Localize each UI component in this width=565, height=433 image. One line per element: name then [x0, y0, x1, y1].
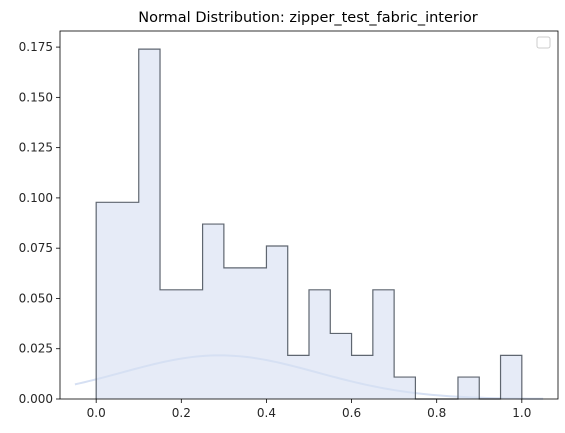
- y-tick-label: 0.000: [19, 392, 53, 406]
- y-tick-label: 0.075: [19, 241, 53, 255]
- y-tick-label: 0.125: [19, 141, 53, 155]
- histogram-fill: [96, 49, 522, 400]
- x-tick-label: 0.6: [342, 406, 361, 420]
- y-tick-label: 0.175: [19, 40, 53, 54]
- x-tick-label: 0.8: [427, 406, 446, 420]
- legend-box: [536, 36, 551, 49]
- chart-title: Normal Distribution: zipper_test_fabric_…: [138, 10, 478, 26]
- x-tick-label: 0.0: [87, 406, 106, 420]
- x-axis: 0.0 0.2 0.4 0.6 0.8 1.0: [87, 399, 531, 420]
- y-tick-label: 0.150: [19, 90, 53, 104]
- y-tick-label: 0.025: [19, 342, 53, 356]
- plot-marks: [74, 48, 544, 400]
- y-axis: 0.000 0.025 0.050 0.075 0.100 0.125 0.150 0.175: [19, 40, 60, 406]
- y-tick-label: 0.050: [19, 291, 53, 305]
- histogram-outline: [95, 48, 523, 400]
- normal-curve-line: [74, 354, 544, 400]
- y-tick-label: 0.100: [19, 191, 53, 205]
- x-tick-label: 1.0: [512, 406, 531, 420]
- x-tick-label: 0.2: [172, 406, 191, 420]
- plot-frame: [59, 30, 559, 400]
- x-tick-label: 0.4: [257, 406, 276, 420]
